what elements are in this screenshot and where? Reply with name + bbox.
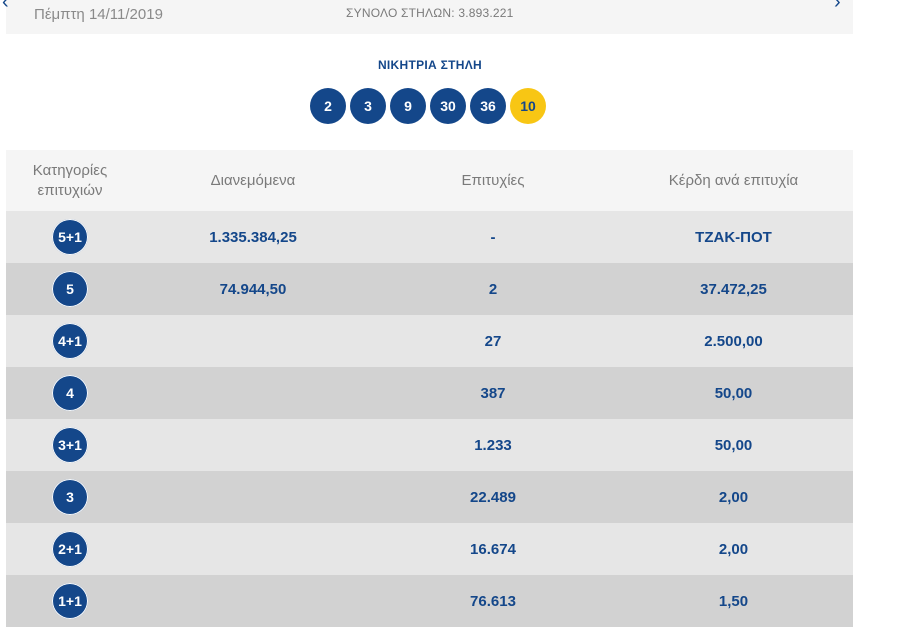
winning-numbers: 2 3 9 30 36 10 <box>310 88 546 124</box>
prize-cell: 37.472,25 <box>700 280 767 298</box>
distributed-cell: 1.335.384,25 <box>209 228 297 246</box>
table-row: 5+1 1.335.384,25 - ΤΖΑΚ-ΠΟΤ <box>6 211 853 263</box>
category-badge: 3+1 <box>52 427 88 463</box>
table-row: 1+1 76.613 1,50 <box>6 575 853 627</box>
winning-number-ball: 9 <box>390 88 426 124</box>
winning-column-title: ΝΙΚΗΤΡΙΑ ΣΤΗΛΗ <box>377 58 483 72</box>
category-badge: 5 <box>52 271 88 307</box>
draw-info-bar: Πέμπτη 14/11/2019 ΣΥΝΟΛΟ ΣΤΗΛΩΝ: 3.893.2… <box>6 0 853 34</box>
prize-cell: 1,50 <box>718 592 749 610</box>
prize-cell: 50,00 <box>714 384 753 402</box>
table-header: Κατηγορίες επιτυχιών Διανεμόμενα Επιτυχί… <box>6 150 853 211</box>
draw-date: Πέμπτη 14/11/2019 <box>34 6 163 23</box>
table-row: 3 22.489 2,00 <box>6 471 853 523</box>
prize-cell: 50,00 <box>714 436 753 454</box>
category-badge: 3 <box>52 479 88 515</box>
winners-cell: 27 <box>484 332 502 350</box>
table-row: 5 74.944,50 2 37.472,25 <box>6 263 853 315</box>
table-row: 2+1 16.674 2,00 <box>6 523 853 575</box>
table-row: 4+1 27 2.500,00 <box>6 315 853 367</box>
category-badge: 1+1 <box>52 583 88 619</box>
chevron-right-icon[interactable]: › <box>834 0 841 13</box>
table-row: 4 387 50,00 <box>6 367 853 419</box>
table-row: 3+1 1.233 50,00 <box>6 419 853 471</box>
chevron-left-icon[interactable]: ‹ <box>2 0 9 13</box>
category-badge: 5+1 <box>52 219 88 255</box>
header-prize: Κέρδη ανά επιτυχία <box>668 172 799 189</box>
prize-cell: ΤΖΑΚ-ΠΟΤ <box>695 228 772 246</box>
winners-cell: 22.489 <box>470 488 516 506</box>
header-distributed: Διανεμόμενα <box>210 172 296 189</box>
winners-cell: - <box>490 228 496 246</box>
winning-number-ball: 30 <box>430 88 466 124</box>
category-badge: 4 <box>52 375 88 411</box>
category-badge: 4+1 <box>52 323 88 359</box>
joker-number-ball: 10 <box>510 88 546 124</box>
winning-number-ball: 3 <box>350 88 386 124</box>
winning-number-ball: 2 <box>310 88 346 124</box>
distributed-cell: 74.944,50 <box>219 280 287 298</box>
winners-cell: 16.674 <box>470 540 516 558</box>
winners-cell: 387 <box>480 384 506 402</box>
winners-cell: 1.233 <box>474 436 512 454</box>
winning-number-ball: 36 <box>470 88 506 124</box>
winners-cell: 2 <box>488 280 498 298</box>
total-columns: ΣΥΝΟΛΟ ΣΤΗΛΩΝ: 3.893.221 <box>346 6 514 20</box>
category-badge: 2+1 <box>52 531 88 567</box>
header-category: Κατηγορίες επιτυχιών <box>32 161 108 199</box>
prize-cell: 2,00 <box>718 540 749 558</box>
winners-cell: 76.613 <box>470 592 516 610</box>
prize-cell: 2.500,00 <box>704 332 763 350</box>
prize-cell: 2,00 <box>718 488 749 506</box>
header-winners: Επιτυχίες <box>461 172 525 189</box>
prize-table: Κατηγορίες επιτυχιών Διανεμόμενα Επιτυχί… <box>6 150 853 627</box>
